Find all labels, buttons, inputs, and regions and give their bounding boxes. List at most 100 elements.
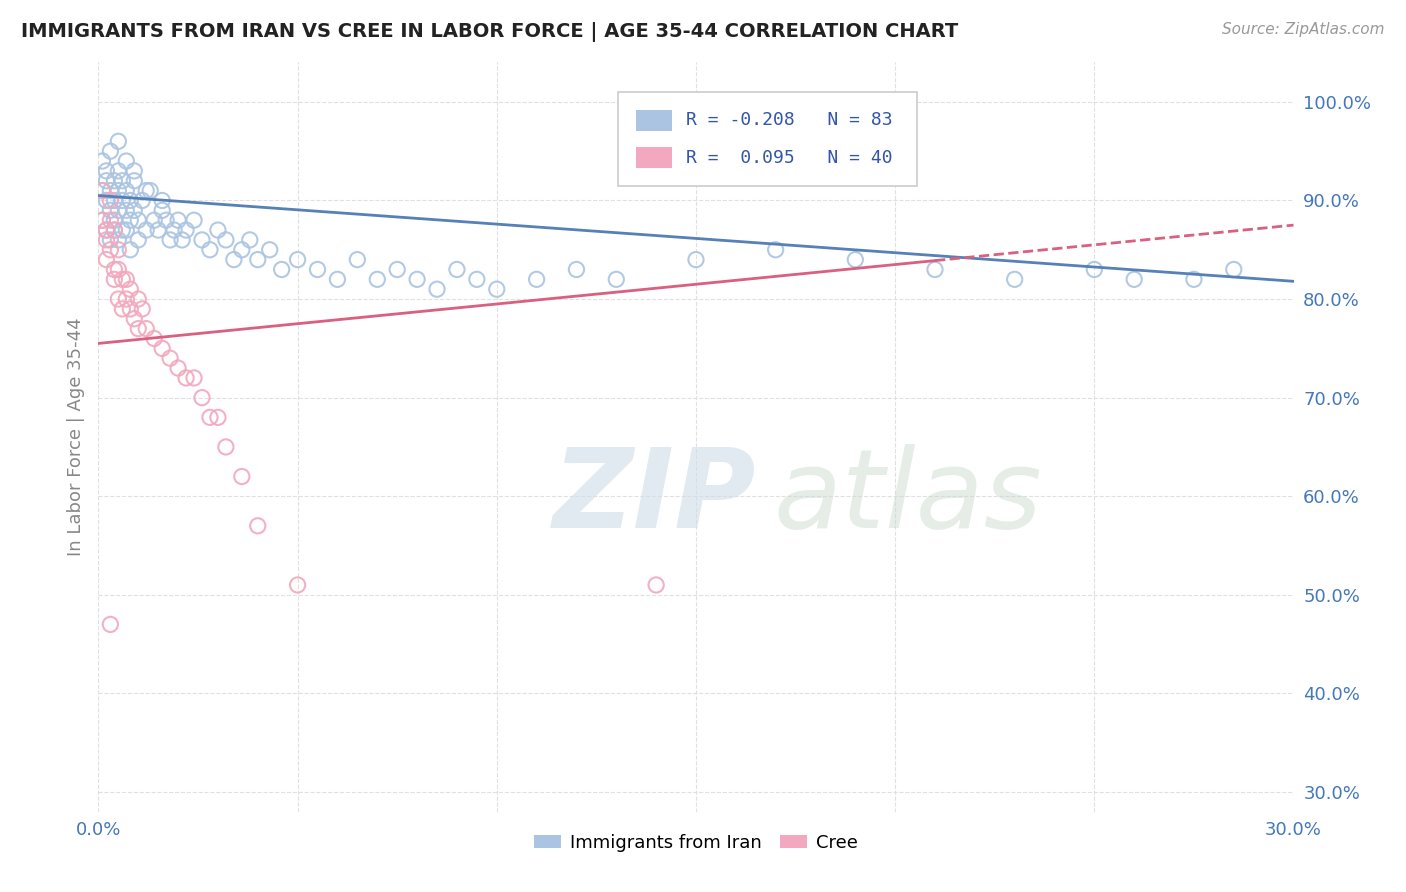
Point bbox=[270, 262, 292, 277]
Point bbox=[207, 223, 229, 237]
Point bbox=[287, 578, 309, 592]
Point bbox=[98, 617, 122, 632]
Point bbox=[111, 301, 134, 316]
Point bbox=[167, 361, 190, 376]
Point bbox=[645, 578, 668, 592]
Point bbox=[222, 252, 245, 267]
Point bbox=[1083, 262, 1105, 277]
Point bbox=[159, 233, 181, 247]
Point bbox=[127, 292, 149, 306]
Point bbox=[107, 164, 129, 178]
Point bbox=[120, 194, 142, 208]
Point bbox=[103, 272, 125, 286]
Point bbox=[215, 440, 238, 454]
Point bbox=[127, 321, 149, 335]
Point bbox=[207, 410, 229, 425]
FancyBboxPatch shape bbox=[619, 93, 917, 186]
Text: Source: ZipAtlas.com: Source: ZipAtlas.com bbox=[1222, 22, 1385, 37]
Point bbox=[107, 233, 129, 247]
Point bbox=[135, 223, 157, 237]
Point bbox=[115, 154, 138, 169]
Y-axis label: In Labor Force | Age 35-44: In Labor Force | Age 35-44 bbox=[66, 318, 84, 557]
Point bbox=[198, 410, 221, 425]
Point bbox=[526, 272, 548, 286]
Point bbox=[103, 213, 125, 227]
Point bbox=[150, 203, 173, 218]
Point bbox=[96, 233, 118, 247]
Point bbox=[246, 518, 269, 533]
Point bbox=[107, 292, 129, 306]
Point bbox=[765, 243, 787, 257]
Point bbox=[111, 223, 134, 237]
Point bbox=[96, 174, 118, 188]
Point bbox=[148, 223, 170, 237]
Point bbox=[150, 342, 173, 356]
Point bbox=[111, 194, 134, 208]
Point bbox=[98, 233, 122, 247]
Point bbox=[172, 233, 194, 247]
Point bbox=[231, 243, 253, 257]
Point bbox=[139, 184, 162, 198]
Point bbox=[406, 272, 429, 286]
Point bbox=[844, 252, 866, 267]
Point bbox=[107, 184, 129, 198]
Point bbox=[150, 194, 173, 208]
Point bbox=[174, 223, 197, 237]
Point bbox=[446, 262, 468, 277]
Point bbox=[287, 252, 309, 267]
Point bbox=[239, 233, 262, 247]
Point bbox=[96, 194, 118, 208]
Text: R = -0.208   N = 83: R = -0.208 N = 83 bbox=[686, 112, 893, 129]
Point bbox=[135, 184, 157, 198]
Point bbox=[174, 371, 197, 385]
Point bbox=[96, 223, 118, 237]
Point bbox=[426, 282, 449, 296]
Point bbox=[605, 272, 627, 286]
Point bbox=[1004, 272, 1026, 286]
Text: IMMIGRANTS FROM IRAN VS CREE IN LABOR FORCE | AGE 35-44 CORRELATION CHART: IMMIGRANTS FROM IRAN VS CREE IN LABOR FO… bbox=[21, 22, 959, 42]
Legend: Immigrants from Iran, Cree: Immigrants from Iran, Cree bbox=[527, 827, 865, 859]
Point bbox=[143, 331, 166, 345]
Point bbox=[120, 282, 142, 296]
Point bbox=[163, 223, 186, 237]
Point bbox=[198, 243, 221, 257]
Point bbox=[366, 272, 388, 286]
Point bbox=[98, 213, 122, 227]
FancyBboxPatch shape bbox=[637, 147, 672, 168]
Point bbox=[91, 184, 114, 198]
Point bbox=[127, 213, 149, 227]
Point bbox=[91, 184, 114, 198]
Point bbox=[124, 311, 146, 326]
Point bbox=[96, 252, 118, 267]
Point bbox=[246, 252, 269, 267]
Point bbox=[103, 194, 125, 208]
Point bbox=[115, 203, 138, 218]
Point bbox=[107, 134, 129, 148]
Point bbox=[91, 213, 114, 227]
Point bbox=[115, 272, 138, 286]
Point bbox=[91, 213, 114, 227]
Point bbox=[485, 282, 508, 296]
Point bbox=[346, 252, 368, 267]
Point bbox=[98, 194, 122, 208]
Point bbox=[98, 184, 122, 198]
Point bbox=[96, 223, 118, 237]
Text: R =  0.095   N = 40: R = 0.095 N = 40 bbox=[686, 149, 893, 167]
Point bbox=[191, 391, 214, 405]
Point bbox=[465, 272, 488, 286]
Point bbox=[231, 469, 253, 483]
FancyBboxPatch shape bbox=[637, 110, 672, 130]
Point bbox=[115, 223, 138, 237]
Point bbox=[215, 233, 238, 247]
Point bbox=[124, 164, 146, 178]
Point bbox=[159, 351, 181, 366]
Text: atlas: atlas bbox=[773, 443, 1042, 550]
Point bbox=[127, 233, 149, 247]
Point bbox=[107, 203, 129, 218]
Point bbox=[124, 203, 146, 218]
Point bbox=[115, 292, 138, 306]
Point bbox=[167, 213, 190, 227]
Point bbox=[107, 243, 129, 257]
Point bbox=[183, 213, 205, 227]
Point bbox=[565, 262, 588, 277]
